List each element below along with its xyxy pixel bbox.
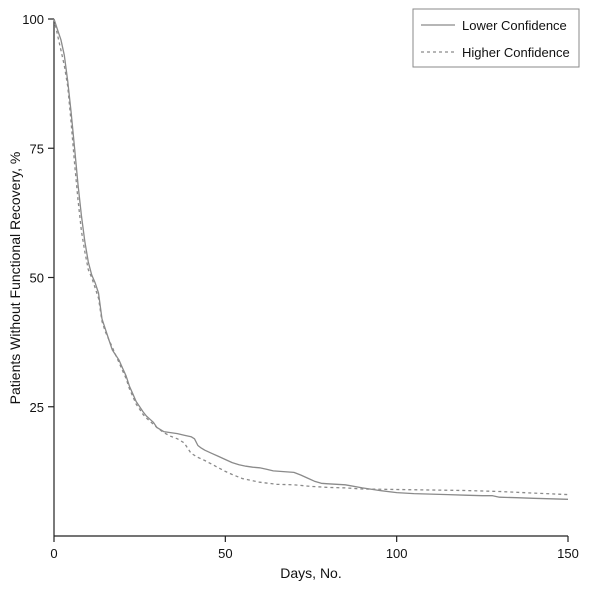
series-layer <box>53 18 569 500</box>
chart-axes <box>53 19 568 537</box>
x-tick-label: 100 <box>386 546 408 561</box>
x-axis-title: Days, No. <box>280 565 341 581</box>
legend-label-lower-confidence: Lower Confidence <box>462 18 567 33</box>
legend-box <box>412 8 580 68</box>
y-tick-label: 25 <box>30 400 44 415</box>
y-tick-label: 50 <box>30 271 44 286</box>
y-tick-label: 75 <box>30 141 44 156</box>
x-tick-label: 50 <box>218 546 232 561</box>
y-axis-title: Patients Without Functional Recovery, % <box>7 152 23 405</box>
series-line-lower-confidence <box>53 18 569 500</box>
x-axis-ticks: 0 50 100 150 <box>50 536 579 561</box>
series-line-higher-confidence <box>53 18 569 496</box>
x-tick-label: 150 <box>557 546 579 561</box>
x-tick-label: 0 <box>50 546 57 561</box>
legend: Lower Confidence Higher Confidence <box>412 8 580 68</box>
legend-label-higher-confidence: Higher Confidence <box>462 45 570 60</box>
y-tick-label: 100 <box>22 12 44 27</box>
y-axis-ticks: 25 50 75 100 <box>22 12 54 415</box>
